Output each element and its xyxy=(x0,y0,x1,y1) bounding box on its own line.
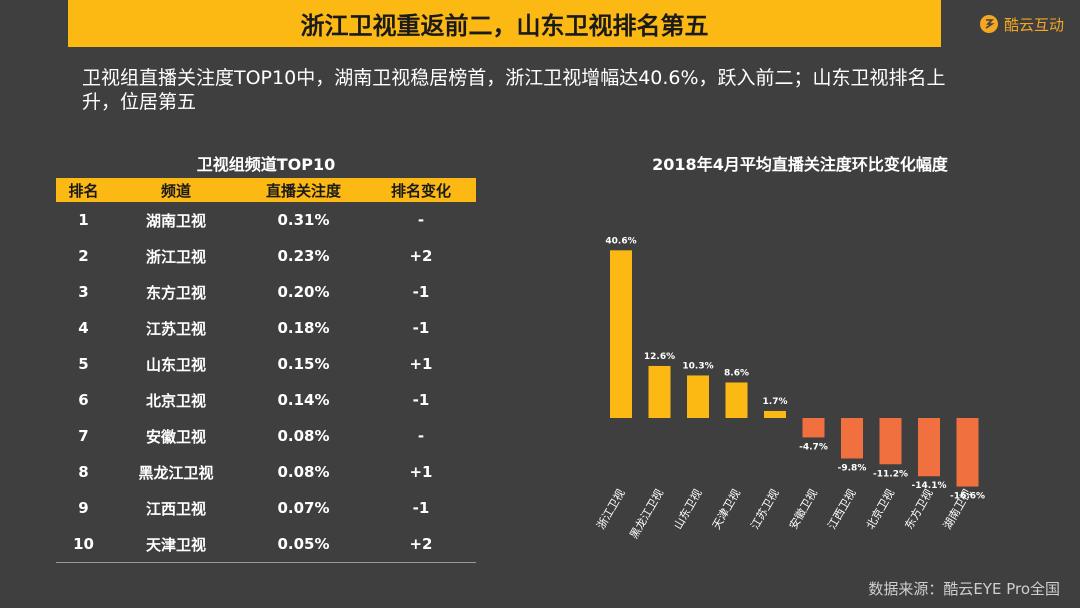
cell-rank-change: - xyxy=(417,211,425,229)
cell-rank: 6 xyxy=(78,391,89,409)
table-row: 5 山东卫视 0.15% +1 xyxy=(56,346,476,382)
cell-attention: 0.20% xyxy=(277,283,330,301)
brand-icon xyxy=(979,15,998,33)
cell-rank-change: -1 xyxy=(412,283,430,301)
cell-attention: 0.05% xyxy=(277,535,330,553)
summary-text: 卫视组直播关注度TOP10中，湖南卫视稳居榜首，浙江卫视增幅达40.6%，跃入前… xyxy=(82,67,946,113)
x-tick-label: 北京卫视 xyxy=(863,487,897,532)
bar xyxy=(687,375,709,418)
cell-channel: 湖南卫视 xyxy=(145,211,206,230)
cell-rank: 9 xyxy=(78,499,89,517)
bar-value-label: 10.3% xyxy=(682,361,713,371)
cell-rank-change: -1 xyxy=(412,319,430,337)
cell-rank-change: - xyxy=(417,427,425,445)
cell-rank-change: -1 xyxy=(412,499,430,517)
table-row: 10 天津卫视 0.05% +2 xyxy=(56,526,476,563)
cell-channel: 山东卫视 xyxy=(145,355,206,374)
cell-channel: 黑龙江卫视 xyxy=(138,463,214,482)
data-source: 数据来源：酷云EYE Pro全国 xyxy=(868,580,1060,598)
bar-value-label: -9.8% xyxy=(838,463,867,473)
bar-value-label: 1.7% xyxy=(763,397,788,407)
bar xyxy=(648,365,671,418)
cell-channel: 天津卫视 xyxy=(145,535,206,554)
cell-rank: 3 xyxy=(78,283,89,301)
cell-attention: 0.14% xyxy=(277,391,330,409)
cell-attention: 0.08% xyxy=(277,427,330,445)
bar xyxy=(841,418,863,459)
x-tick-label: 江西卫视 xyxy=(824,487,858,532)
cell-attention: 0.15% xyxy=(277,355,330,373)
x-tick-label: 黑龙江卫视 xyxy=(626,487,666,542)
cell-attention: 0.18% xyxy=(277,319,330,337)
bar-value-label: -4.7% xyxy=(799,442,828,452)
header-attention: 直播关注度 xyxy=(241,178,366,202)
bar xyxy=(802,418,825,438)
brand-name: 酷云互动 xyxy=(1003,15,1064,34)
table-row: 3 东方卫视 0.20% -1 xyxy=(56,274,476,310)
brand-logo: 酷云互动 xyxy=(979,12,1064,36)
table-row: 8 黑龙江卫视 0.08% +1 xyxy=(56,454,476,490)
page-title: 浙江卫视重返前二，山东卫视排名第五 xyxy=(300,12,709,40)
cell-channel: 江苏卫视 xyxy=(145,319,206,338)
bar xyxy=(610,250,632,418)
cell-attention: 0.08% xyxy=(277,463,330,481)
bar xyxy=(956,418,979,487)
chart-title: 2018年4月平均直播关注度环比变化幅度 xyxy=(652,155,948,174)
cell-rank-change: -1 xyxy=(412,391,430,409)
cell-channel: 安徽卫视 xyxy=(145,427,206,446)
table-row: 2 浙江卫视 0.23% +2 xyxy=(56,238,476,274)
cell-attention: 0.23% xyxy=(277,247,330,265)
cell-channel: 江西卫视 xyxy=(145,499,206,518)
bar-value-label: 8.6% xyxy=(724,368,749,378)
bar xyxy=(918,418,940,477)
x-tick-label: 山东卫视 xyxy=(670,487,704,532)
cell-rank: 2 xyxy=(78,247,89,265)
table-row: 6 北京卫视 0.14% -1 xyxy=(56,382,476,418)
x-tick-label: 东方卫视 xyxy=(901,487,935,532)
cell-channel: 浙江卫视 xyxy=(145,247,206,266)
cell-rank: 8 xyxy=(78,463,89,481)
bar xyxy=(764,410,786,418)
cell-rank: 4 xyxy=(78,319,89,337)
cell-rank-change: +1 xyxy=(409,355,433,373)
table-row: 9 江西卫视 0.07% -1 xyxy=(56,490,476,526)
cell-rank-change: +1 xyxy=(409,463,433,481)
title-bar: 浙江卫视重返前二，山东卫视排名第五 xyxy=(68,0,941,47)
cell-rank: 10 xyxy=(73,535,94,553)
bar-value-label: -14.1% xyxy=(912,481,947,491)
bar-value-label: 12.6% xyxy=(644,352,675,362)
header-rank-change: 排名变化 xyxy=(366,178,476,202)
x-tick-label: 江苏卫视 xyxy=(747,487,781,532)
cell-rank: 5 xyxy=(78,355,89,373)
x-tick-label: 安徽卫视 xyxy=(786,487,820,532)
bar-value-label: -11.2% xyxy=(873,469,908,479)
cell-rank-change: +2 xyxy=(409,247,433,265)
cell-rank-change: +2 xyxy=(409,535,433,553)
header-rank: 排名 xyxy=(56,178,111,202)
table-row: 4 江苏卫视 0.18% -1 xyxy=(56,310,476,346)
bar xyxy=(879,418,902,465)
table-title: 卫视组频道TOP10 xyxy=(196,155,336,174)
ranking-table: 排名 频道 直播关注度 排名变化 1 湖南卫视 0.31% - 2 浙江卫视 0.23% +2… xyxy=(56,178,476,563)
cell-rank: 7 xyxy=(78,427,89,445)
table-row: 7 安徽卫视 0.08% - xyxy=(56,418,476,454)
header-channel: 频道 xyxy=(111,178,241,202)
bar-value-label: -16.6% xyxy=(950,492,985,502)
cell-attention: 0.07% xyxy=(277,499,330,517)
table-row: 1 湖南卫视 0.31% - xyxy=(56,202,476,238)
cell-channel: 北京卫视 xyxy=(145,391,206,410)
bar xyxy=(725,382,748,418)
cell-rank: 1 xyxy=(78,211,89,229)
x-tick-label: 浙江卫视 xyxy=(593,487,627,532)
cell-channel: 东方卫视 xyxy=(145,283,206,302)
table-header-row: 排名 频道 直播关注度 排名变化 xyxy=(56,178,476,202)
x-tick-label: 天津卫视 xyxy=(709,487,743,532)
cell-attention: 0.31% xyxy=(277,211,330,229)
bar-value-label: 40.6% xyxy=(605,236,636,246)
